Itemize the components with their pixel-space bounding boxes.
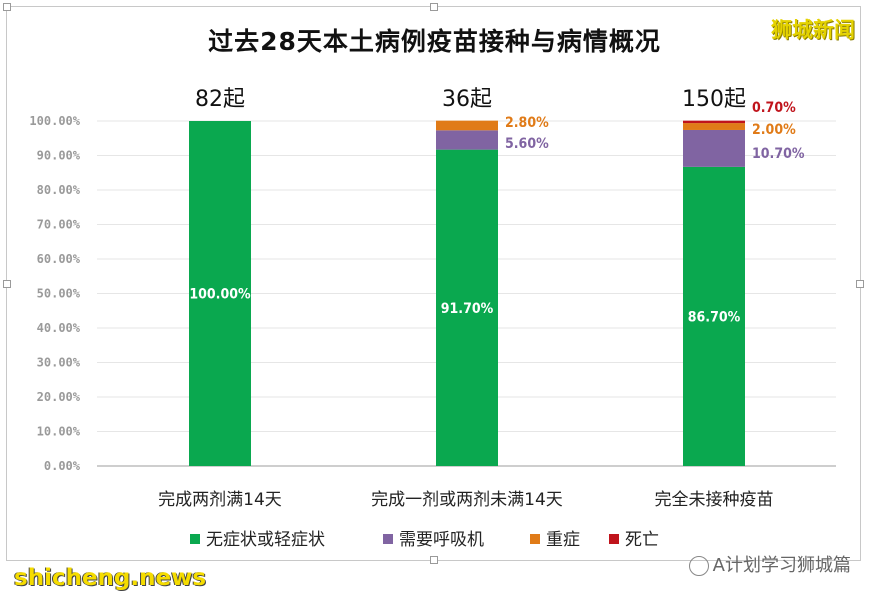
chart-title: 过去28天本土病例疫苗接种与病情概况: [208, 27, 661, 56]
resize-handle-right[interactable]: [856, 280, 864, 288]
segment-side-label: 2.00%: [752, 122, 796, 138]
site-watermark: shicheng.news: [14, 565, 207, 591]
bar-segment: [683, 120, 745, 124]
account-watermark-text: A计划学习狮城篇: [712, 555, 851, 576]
category-label: 完成两剂满14天: [158, 490, 282, 510]
account-watermark: A计划学习狮城篇: [688, 551, 851, 577]
resize-handle-top[interactable]: [430, 3, 438, 11]
segment-side-label: 0.70%: [752, 100, 796, 116]
y-tick-label: 20.00%: [37, 390, 81, 404]
resize-handle-left[interactable]: [3, 280, 11, 288]
y-tick-label: 100.00%: [29, 114, 80, 128]
segment-value-label: 86.70%: [688, 309, 741, 325]
legend-label: 重症: [546, 530, 580, 550]
legend-label: 死亡: [625, 530, 659, 550]
bar-segment: [189, 121, 251, 466]
segment-value-label: 91.70%: [441, 301, 494, 317]
y-tick-label: 80.00%: [37, 183, 81, 197]
y-tick-label: 50.00%: [37, 287, 81, 301]
bar-segment: [683, 129, 745, 167]
bar-segment: [436, 130, 498, 150]
case-total-label: 82起: [195, 87, 245, 112]
legend-swatch: [530, 534, 540, 544]
y-tick-label: 40.00%: [37, 321, 81, 335]
legend-swatch: [609, 534, 619, 544]
segment-side-label: 10.70%: [752, 146, 805, 162]
bar-segment: [683, 166, 745, 466]
resize-handle-top-left[interactable]: [3, 3, 11, 11]
resize-handle-bottom[interactable]: [430, 556, 438, 564]
legend-label: 需要呼吸机: [399, 530, 484, 550]
y-tick-label: 90.00%: [37, 149, 81, 163]
category-label: 完成一剂或两剂未满14天: [371, 490, 563, 510]
category-label: 完全未接种疫苗: [655, 490, 774, 510]
segment-value-label: 100.00%: [189, 287, 251, 303]
brand-watermark: 狮城新闻: [771, 18, 855, 42]
legend-label: 无症状或轻症状: [206, 530, 325, 550]
wechat-icon: [688, 556, 709, 576]
bar-segment: [436, 120, 498, 131]
y-tick-label: 70.00%: [37, 218, 81, 232]
y-tick-label: 60.00%: [37, 252, 81, 266]
legend-swatch: [190, 534, 200, 544]
chart-frame: [3, 3, 864, 564]
legend-swatch: [383, 534, 393, 544]
y-tick-label: 0.00%: [44, 459, 81, 473]
bar-segment: [683, 123, 745, 130]
bar-segment: [436, 149, 498, 466]
case-total-label: 36起: [442, 87, 492, 112]
case-total-label: 150起: [682, 87, 746, 112]
y-tick-label: 30.00%: [37, 356, 81, 370]
segment-side-label: 2.80%: [505, 115, 549, 131]
y-tick-label: 10.00%: [37, 425, 81, 439]
segment-side-label: 5.60%: [505, 136, 549, 152]
